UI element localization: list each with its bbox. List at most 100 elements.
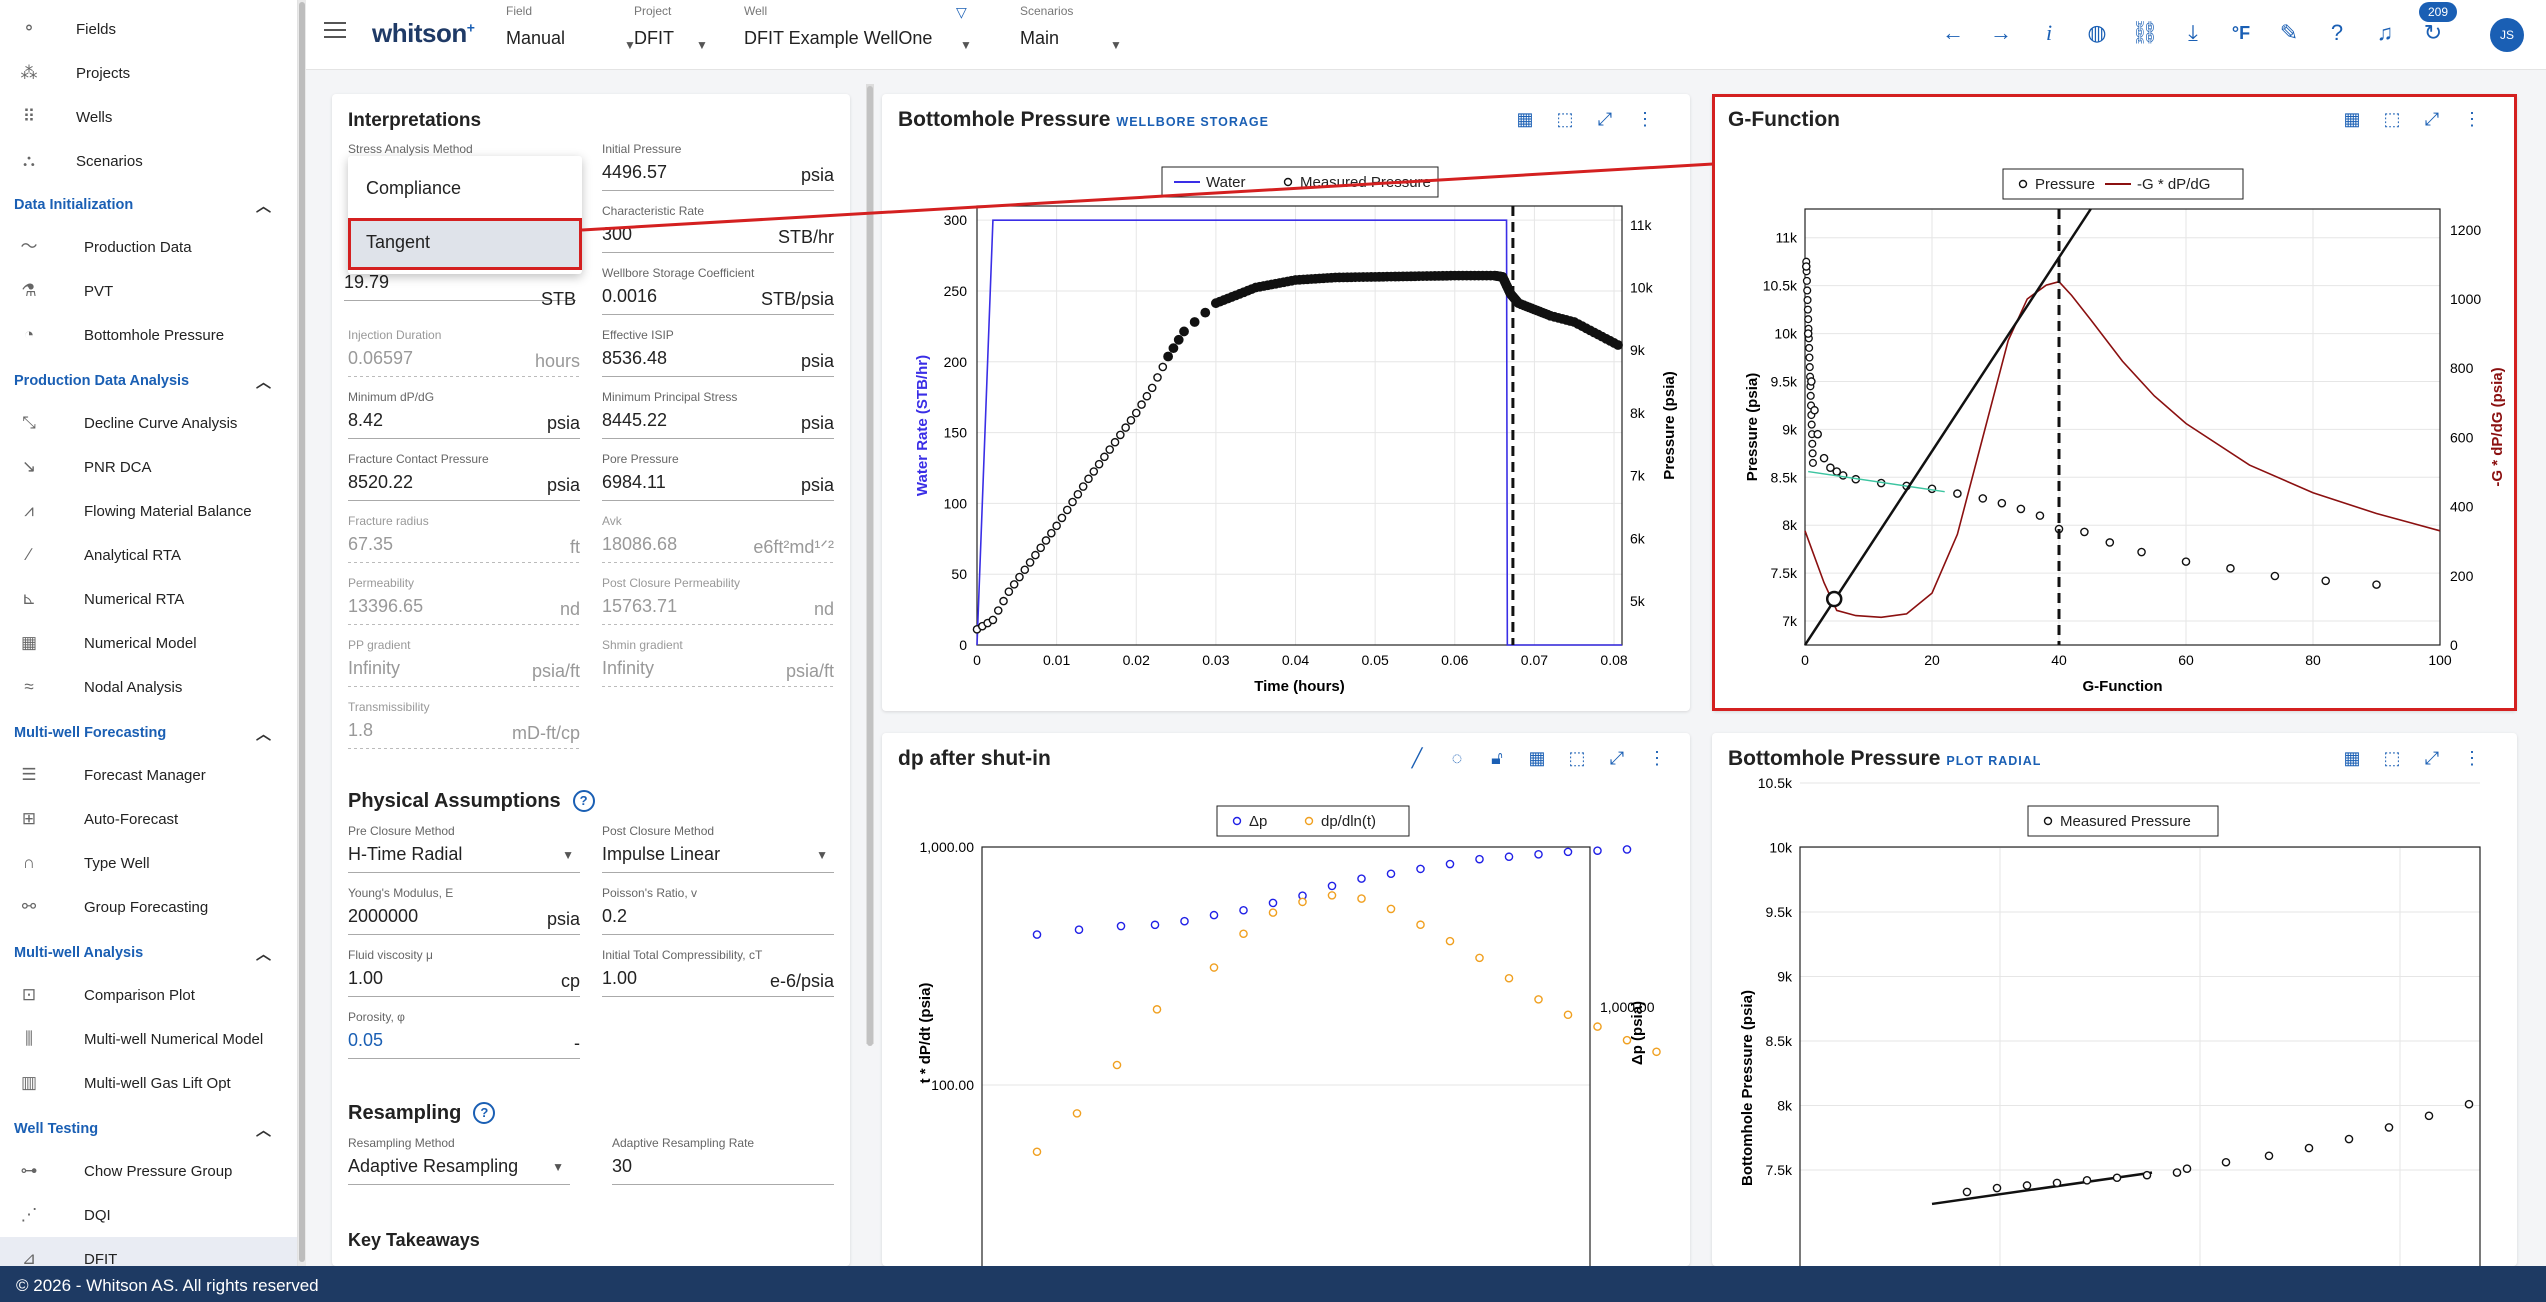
help-icon[interactable]: ? xyxy=(2330,20,2344,45)
field-minimum-principal-stress[interactable]: Minimum Principal Stress 8445.22 psia xyxy=(602,390,834,439)
sidebar-item-group-forecasting[interactable]: ⚯ Group Forecasting xyxy=(0,885,297,929)
bhp-wellbore-plot[interactable]: 0 0.01 0.02 0.03 0.04 0.05 0.06 0.07 0.08 0 50 100 1… xyxy=(882,94,1690,711)
field-value[interactable]: Adaptive Resampling xyxy=(348,1156,519,1176)
sidebar-item-nodal-analysis[interactable]: ≈ Nodal Analysis xyxy=(0,665,297,709)
sidebar-item-forecast-manager[interactable]: ☰ Forecast Manager xyxy=(0,753,297,797)
field-value[interactable]: 2000000 xyxy=(348,906,419,926)
field-value[interactable]: 0.05 xyxy=(348,1030,384,1050)
fullscreen-icon[interactable]: ⤢ xyxy=(1597,109,1613,129)
avatar[interactable]: JS xyxy=(2490,18,2524,52)
table-icon[interactable]: ▦ xyxy=(1516,109,1534,129)
help-icon[interactable]: ? xyxy=(473,1102,496,1124)
sidebar-item-bottomhole-pressure[interactable]: ◔ Bottomhole Pressure xyxy=(0,313,297,357)
field-value[interactable]: 8445.22 xyxy=(602,410,668,430)
chevron-up-icon[interactable]: ︿ xyxy=(256,946,272,963)
chevron-up-icon[interactable]: ︿ xyxy=(256,198,272,215)
forward-arrow-icon[interactable]: → xyxy=(1990,20,2012,45)
sidebar-item-pvt[interactable]: ⚗ PVT xyxy=(0,269,297,313)
info-icon[interactable]: i xyxy=(2045,20,2053,45)
fullscreen-icon[interactable]: ⤢ xyxy=(1609,748,1625,768)
field-value[interactable]: 8536.48 xyxy=(602,348,668,368)
field-value[interactable]: 0.2 xyxy=(602,906,628,926)
sidebar-item-multi-well-numerical-model[interactable]: ⫼ Multi-well Numerical Model xyxy=(0,1017,297,1061)
bell-icon[interactable]: ♫ xyxy=(2376,20,2394,45)
field-blank[interactable]: 19.79 STB xyxy=(344,266,576,309)
units-icon[interactable]: °F xyxy=(2231,23,2251,43)
field-porosity-[interactable]: Porosity, φ 0.05 - xyxy=(348,1010,580,1059)
panel-scrollbar-thumb[interactable] xyxy=(867,86,873,1046)
sidebar-section-header[interactable]: Multi-well Forecasting ︿ xyxy=(0,713,297,753)
table-icon[interactable]: ▦ xyxy=(2343,109,2361,129)
filter-icon[interactable]: ▽ xyxy=(956,4,967,20)
select-icon[interactable]: ⬚ xyxy=(2383,109,2401,129)
field-value[interactable]: 30 xyxy=(612,1156,633,1176)
sidebar-item-numerical-rta[interactable]: ⊾ Numerical RTA xyxy=(0,577,297,621)
sidebar-item-pnr-dca[interactable]: ↘ PNR DCA xyxy=(0,445,297,489)
field-selector[interactable]: Field Manual ▼ xyxy=(506,4,636,52)
field-fluid-viscosity-[interactable]: Fluid viscosity μ 1.00 cp xyxy=(348,948,580,997)
field-initial-pressure[interactable]: Initial Pressure 4496.57 psia xyxy=(602,142,834,191)
unlock-icon[interactable]: 🔓︎ xyxy=(1491,748,1503,768)
field-pre-closure-method[interactable]: Pre Closure Method H-Time Radial ▼ xyxy=(348,824,580,873)
fullscreen-icon[interactable]: ⤢ xyxy=(2424,109,2440,129)
scenarios-selector[interactable]: Scenarios Main ▼ xyxy=(1020,4,1122,52)
menu-option-compliance[interactable]: Compliance xyxy=(366,178,462,198)
sidebar-item-auto-forecast[interactable]: ⊞ Auto-Forecast xyxy=(0,797,297,841)
field-minimum-dp-dg[interactable]: Minimum dP/dG 8.42 psia xyxy=(348,390,580,439)
field-value[interactable]: 8.42 xyxy=(348,410,384,430)
fullscreen-icon[interactable]: ⤢ xyxy=(2424,748,2440,768)
chevron-up-icon[interactable]: ︿ xyxy=(256,1122,272,1139)
menu-option-tangent[interactable]: Tangent xyxy=(348,218,582,270)
field-value[interactable]: 1.00 xyxy=(602,968,638,988)
menu-icon[interactable] xyxy=(324,22,346,38)
field-effective-isip[interactable]: Effective ISIP 8536.48 psia xyxy=(602,328,834,377)
select-icon[interactable]: ⬚ xyxy=(2383,748,2401,768)
lasso-icon[interactable]: ◌ xyxy=(1451,748,1463,768)
field-post-closure-method[interactable]: Post Closure Method Impulse Linear ▼ xyxy=(602,824,834,873)
sidebar-item-dqi[interactable]: ⋰ DQI xyxy=(0,1193,297,1237)
chevron-up-icon[interactable]: ︿ xyxy=(256,374,272,391)
table-icon[interactable]: ▦ xyxy=(1528,748,1546,768)
well-selector[interactable]: Well DFIT Example WellOne ▼ xyxy=(744,4,972,52)
field-initial-total-compressibility-ct[interactable]: Initial Total Compressibility, cT 1.00 e-6… xyxy=(602,948,834,997)
field-fracture-contact-pressure[interactable]: Fracture Contact Pressure 8520.22 psia xyxy=(348,452,580,501)
field-value[interactable]: 8520.22 xyxy=(348,472,414,492)
more-icon[interactable]: ⋮ xyxy=(1636,109,1654,129)
field-value[interactable]: 1.00 xyxy=(348,968,384,988)
sidebar-section-header[interactable]: Data Initialization ︿ xyxy=(0,185,297,225)
select-icon[interactable]: ⬚ xyxy=(1556,109,1574,129)
field-adaptive-resampling-rate[interactable]: Adaptive Resampling Rate 30 xyxy=(612,1136,834,1185)
sidebar-item-multi-well-gas-lift-opt[interactable]: ▥ Multi-well Gas Lift Opt xyxy=(0,1061,297,1105)
sidebar-item-wells[interactable]: ⠿ Wells xyxy=(0,95,297,139)
sidebar-section-header[interactable]: Multi-well Analysis ︿ xyxy=(0,933,297,973)
refresh-icon[interactable]: ↻ xyxy=(2423,20,2443,45)
dp-shutin-plot[interactable]: 1,000.00 100.00 1,000.00 t * dP/dt (psia) Δp… xyxy=(882,733,1690,1266)
more-icon[interactable]: ⋮ xyxy=(1648,748,1666,768)
field-poisson-s-ratio-v[interactable]: Poisson's Ratio, v 0.2 xyxy=(602,886,834,935)
logo[interactable]: whitson+ xyxy=(372,18,475,48)
field-characteristic-rate[interactable]: Characteristic Rate 300 STB/hr xyxy=(602,204,834,253)
project-selector[interactable]: Project DFIT ▼ xyxy=(634,4,708,52)
field-value[interactable]: Impulse Linear xyxy=(602,844,721,864)
table-icon[interactable]: ▦ xyxy=(2343,748,2361,768)
globe-icon[interactable]: ◍ xyxy=(2087,20,2107,45)
sidebar-section-header[interactable]: Well Testing ︿ xyxy=(0,1109,297,1149)
field-wellbore-storage-coefficient[interactable]: Wellbore Storage Coefficient 0.0016 STB/ps… xyxy=(602,266,834,315)
sidebar-item-dfit[interactable]: ⊿ DFIT xyxy=(0,1237,297,1266)
sidebar-item-projects[interactable]: ⁂ Projects xyxy=(0,51,297,95)
sidebar-item-comparison-plot[interactable]: ⊡ Comparison Plot xyxy=(0,973,297,1017)
sidebar-item-flowing-material-balance[interactable]: ⩘ Flowing Material Balance xyxy=(0,489,297,533)
field-young-s-modulus-e[interactable]: Young's Modulus, E 2000000 psia xyxy=(348,886,580,935)
sidebar-scrollbar-thumb[interactable] xyxy=(299,2,305,1262)
chevron-up-icon[interactable]: ︿ xyxy=(256,726,272,743)
sidebar-item-type-well[interactable]: ∩ Type Well xyxy=(0,841,297,885)
sidebar-item-production-data[interactable]: 〜 Production Data xyxy=(0,225,297,269)
sidebar-item-scenarios[interactable]: ⛬ Scenarios xyxy=(0,139,297,183)
field-value[interactable]: 0.0016 xyxy=(602,286,658,306)
field-pore-pressure[interactable]: Pore Pressure 6984.11 psia xyxy=(602,452,834,501)
gfunction-plot[interactable]: 0 20 40 60 80 100 7k 7.5k 8k 8.5k 9k 9.5k 10k 10.5k 11… xyxy=(1712,94,2517,711)
field-value[interactable]: 4496.57 xyxy=(602,162,668,182)
field-value[interactable]: 6984.11 xyxy=(602,472,666,492)
more-icon[interactable]: ⋮ xyxy=(2463,748,2481,768)
